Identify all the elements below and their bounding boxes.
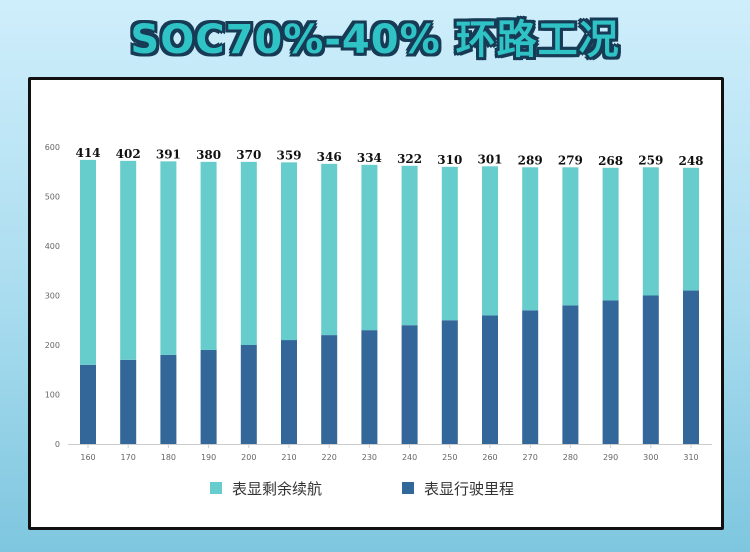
bar-driven [562,305,579,444]
x-tick-label: 180 [161,453,176,462]
bar-driven [200,349,217,444]
data-label: 359 [276,148,301,162]
y-tick-label: 500 [45,193,60,202]
bar-driven [240,345,257,444]
bar-remaining [120,160,137,360]
bar-driven [160,354,177,444]
bar-driven [120,359,137,444]
bar-remaining [80,159,96,365]
x-tick-label: 210 [281,453,296,462]
legend-label-driven: 表显行驶里程 [424,480,514,498]
y-tick-label: 300 [45,292,60,301]
data-label: 334 [357,151,382,165]
bar-remaining [361,164,378,331]
bar-remaining [562,167,579,306]
bar-remaining [602,167,619,301]
legend-label-remaining: 表显剩余续航 [232,480,322,498]
data-label: 322 [397,152,422,166]
x-tick-label: 220 [322,453,337,462]
x-tick-label: 300 [643,453,658,462]
x-tick-label: 310 [683,453,698,462]
data-label: 248 [678,154,703,168]
bar-remaining [522,167,539,311]
bar-remaining [441,166,458,321]
x-tick-label: 240 [402,453,417,462]
y-tick-label: 100 [45,391,60,400]
bar-driven [401,325,418,444]
data-label: 346 [317,150,342,164]
x-tick-label: 250 [442,453,457,462]
page-title: SOC70%-40% 环路工况 [130,17,620,63]
bar-remaining [642,167,659,296]
bar-driven [361,330,378,444]
data-label: 289 [518,153,543,167]
bar-remaining [482,166,498,316]
data-label: 414 [75,146,100,160]
y-tick-label: 600 [45,143,60,152]
x-tick-label: 160 [80,453,95,462]
data-label: 370 [236,148,261,162]
legend-swatch-remaining [210,482,222,494]
bar-driven [80,364,96,444]
bar-remaining [683,167,699,291]
x-tick-label: 170 [121,453,136,462]
bar-driven [683,290,699,444]
data-label: 279 [558,153,583,167]
x-tick-label: 270 [523,453,538,462]
bar-driven [281,340,297,444]
data-label: 391 [156,147,181,161]
x-tick-label: 290 [603,453,618,462]
bar-driven [642,295,659,444]
bar-remaining [281,162,297,341]
bar-remaining [321,163,338,336]
bar-driven [321,335,338,444]
x-tick-label: 190 [201,453,216,462]
bar-driven [522,310,539,444]
bar-remaining [240,161,257,345]
x-tick-label: 280 [563,453,578,462]
data-label: 380 [196,148,221,162]
data-label: 301 [477,152,502,166]
y-tick-label: 400 [45,242,60,251]
x-tick-label: 230 [362,453,377,462]
bar-driven [602,300,619,444]
bar-remaining [160,161,177,355]
bar-remaining [200,161,217,350]
bar-driven [441,320,458,444]
data-label: 259 [638,153,663,167]
data-label: 268 [598,154,623,168]
y-tick-label: 0 [55,440,60,449]
x-tick-label: 260 [482,453,497,462]
data-label: 310 [437,153,462,167]
legend-swatch-driven [402,482,414,494]
x-tick-label: 200 [241,453,256,462]
bar-remaining [401,165,418,326]
bar-driven [482,315,498,444]
y-tick-label: 200 [45,341,60,350]
data-label: 402 [116,147,141,161]
